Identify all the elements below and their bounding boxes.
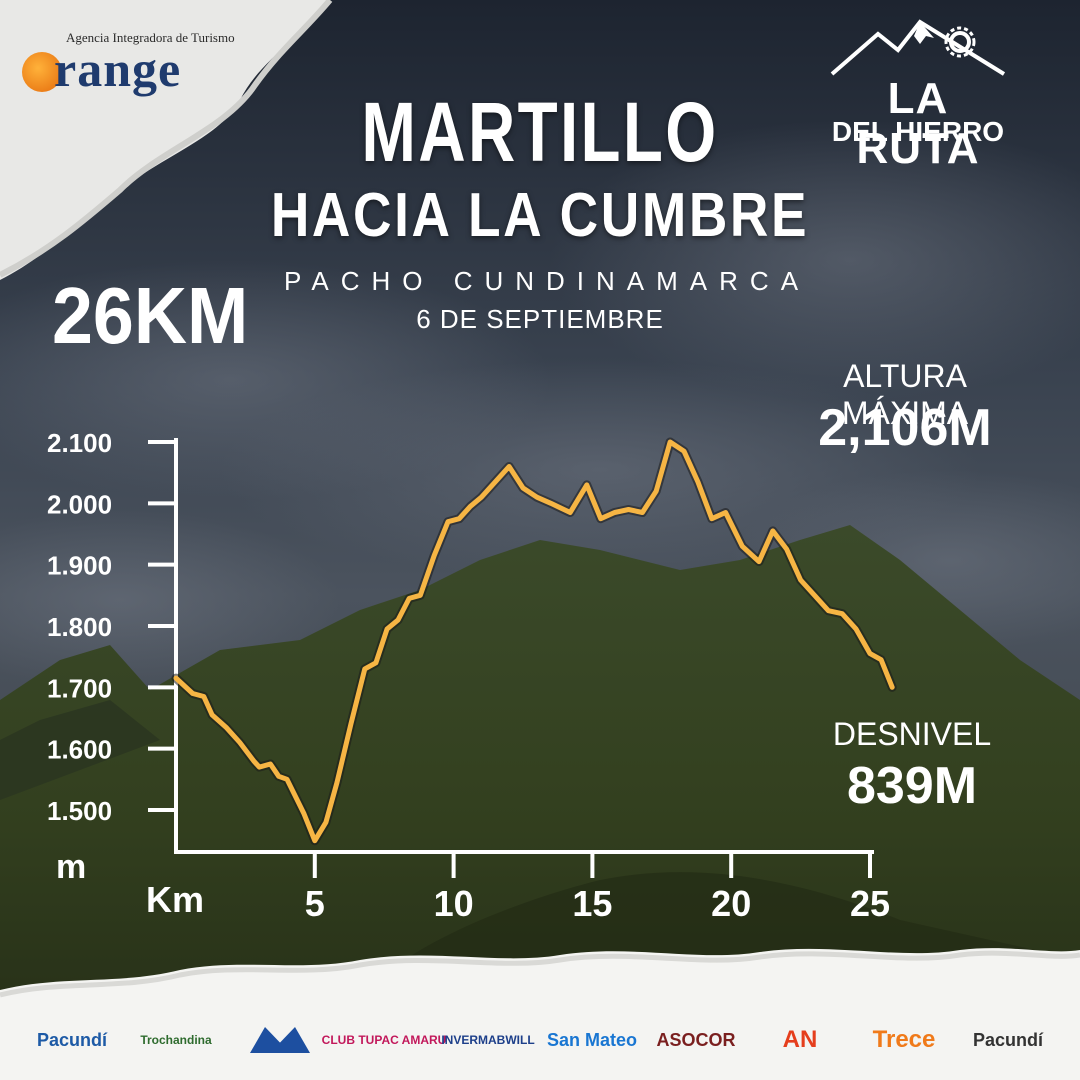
x-axis-label: Km (146, 879, 204, 920)
sponsor-name: ASOCOR (656, 1029, 736, 1050)
sponsor-emblem-icon (250, 1027, 310, 1053)
orange-fruit-icon (22, 52, 62, 92)
sponsor-logo: ASOCOR (644, 1000, 748, 1080)
sponsor-logo: CLUB TUPAC AMARU (322, 1000, 447, 1080)
elevation-line-shadow (171, 437, 897, 846)
location: PACHO CUNDINAMARCA (283, 266, 811, 296)
event-logo-line2: DEL HIERRO (831, 116, 1005, 147)
sponsor-logo: AN (748, 1000, 852, 1080)
x-tick-label: 5 (305, 883, 325, 924)
y-tick-label: 1.900 (47, 551, 112, 581)
x-tick-label: 10 (434, 883, 474, 924)
max-altitude-label: ALTURA MÁXIMA (841, 358, 969, 431)
sponsor-logo: Trece (852, 1000, 956, 1080)
sponsor-name: AN (782, 1026, 818, 1053)
sponsor-name: CLUB TUPAC AMARU (321, 1033, 447, 1047)
x-tick-label: 25 (850, 883, 890, 924)
event-logo: LA RUTA DEL HIERRO (828, 18, 1008, 173)
sponsor-name: Pacundí (36, 1029, 107, 1050)
y-tick-label: 1.700 (47, 673, 112, 703)
title-line2: HACIA LA CUMBRE (270, 181, 810, 250)
sponsor-name: San Mateo (546, 1029, 638, 1050)
sponsor-logo (228, 1000, 332, 1080)
sponsor-bar: Pacundí Trochandina CLUB TUPAC AMARU INVERM… (0, 1000, 1080, 1080)
sponsor-logo: Trochandina (124, 1000, 228, 1080)
distance-value: 26KM (52, 271, 249, 360)
title-line1: MARTILLO (361, 85, 719, 179)
y-tick-label: 2.000 (47, 489, 112, 519)
sponsor-logo: San Mateo (540, 1000, 644, 1080)
agency-tagline: Agencia Integradora de Turismo (66, 30, 235, 45)
agency-name: range (54, 41, 182, 97)
agency-logo: Agencia Integradora de Turismo range (14, 24, 235, 97)
sponsor-name: Trochandina (140, 1033, 212, 1047)
x-tick-label: 15 (572, 883, 612, 924)
y-tick-label: 1.500 (47, 796, 112, 826)
elevation-gain-label: DESNIVEL (832, 716, 992, 752)
x-tick-label: 20 (711, 883, 751, 924)
sponsor-logo: INVERMABWILL (436, 1000, 540, 1080)
max-altitude-value: 2,106M (818, 399, 992, 457)
y-tick-label: 1.800 (47, 612, 112, 642)
sponsor-name: INVERMABWILL (441, 1033, 535, 1047)
mountain-gear-icon (830, 19, 1006, 76)
y-axis-label: m (56, 848, 86, 886)
sponsor-name: Trece (872, 1026, 936, 1053)
event-logo-line1: LA RUTA (856, 74, 980, 173)
elevation-line (173, 439, 895, 844)
elevation-gain-value: 839M (846, 757, 978, 815)
sponsor-name: Pacundí (972, 1029, 1043, 1050)
sponsor-logo: Pacundí (956, 1000, 1060, 1080)
sponsor-logo: Pacundí (20, 1000, 124, 1080)
y-tick-label: 2.100 (47, 428, 112, 458)
y-tick-label: 1.600 (47, 735, 112, 765)
event-date: 6 DE SEPTIEMBRE (416, 304, 664, 334)
